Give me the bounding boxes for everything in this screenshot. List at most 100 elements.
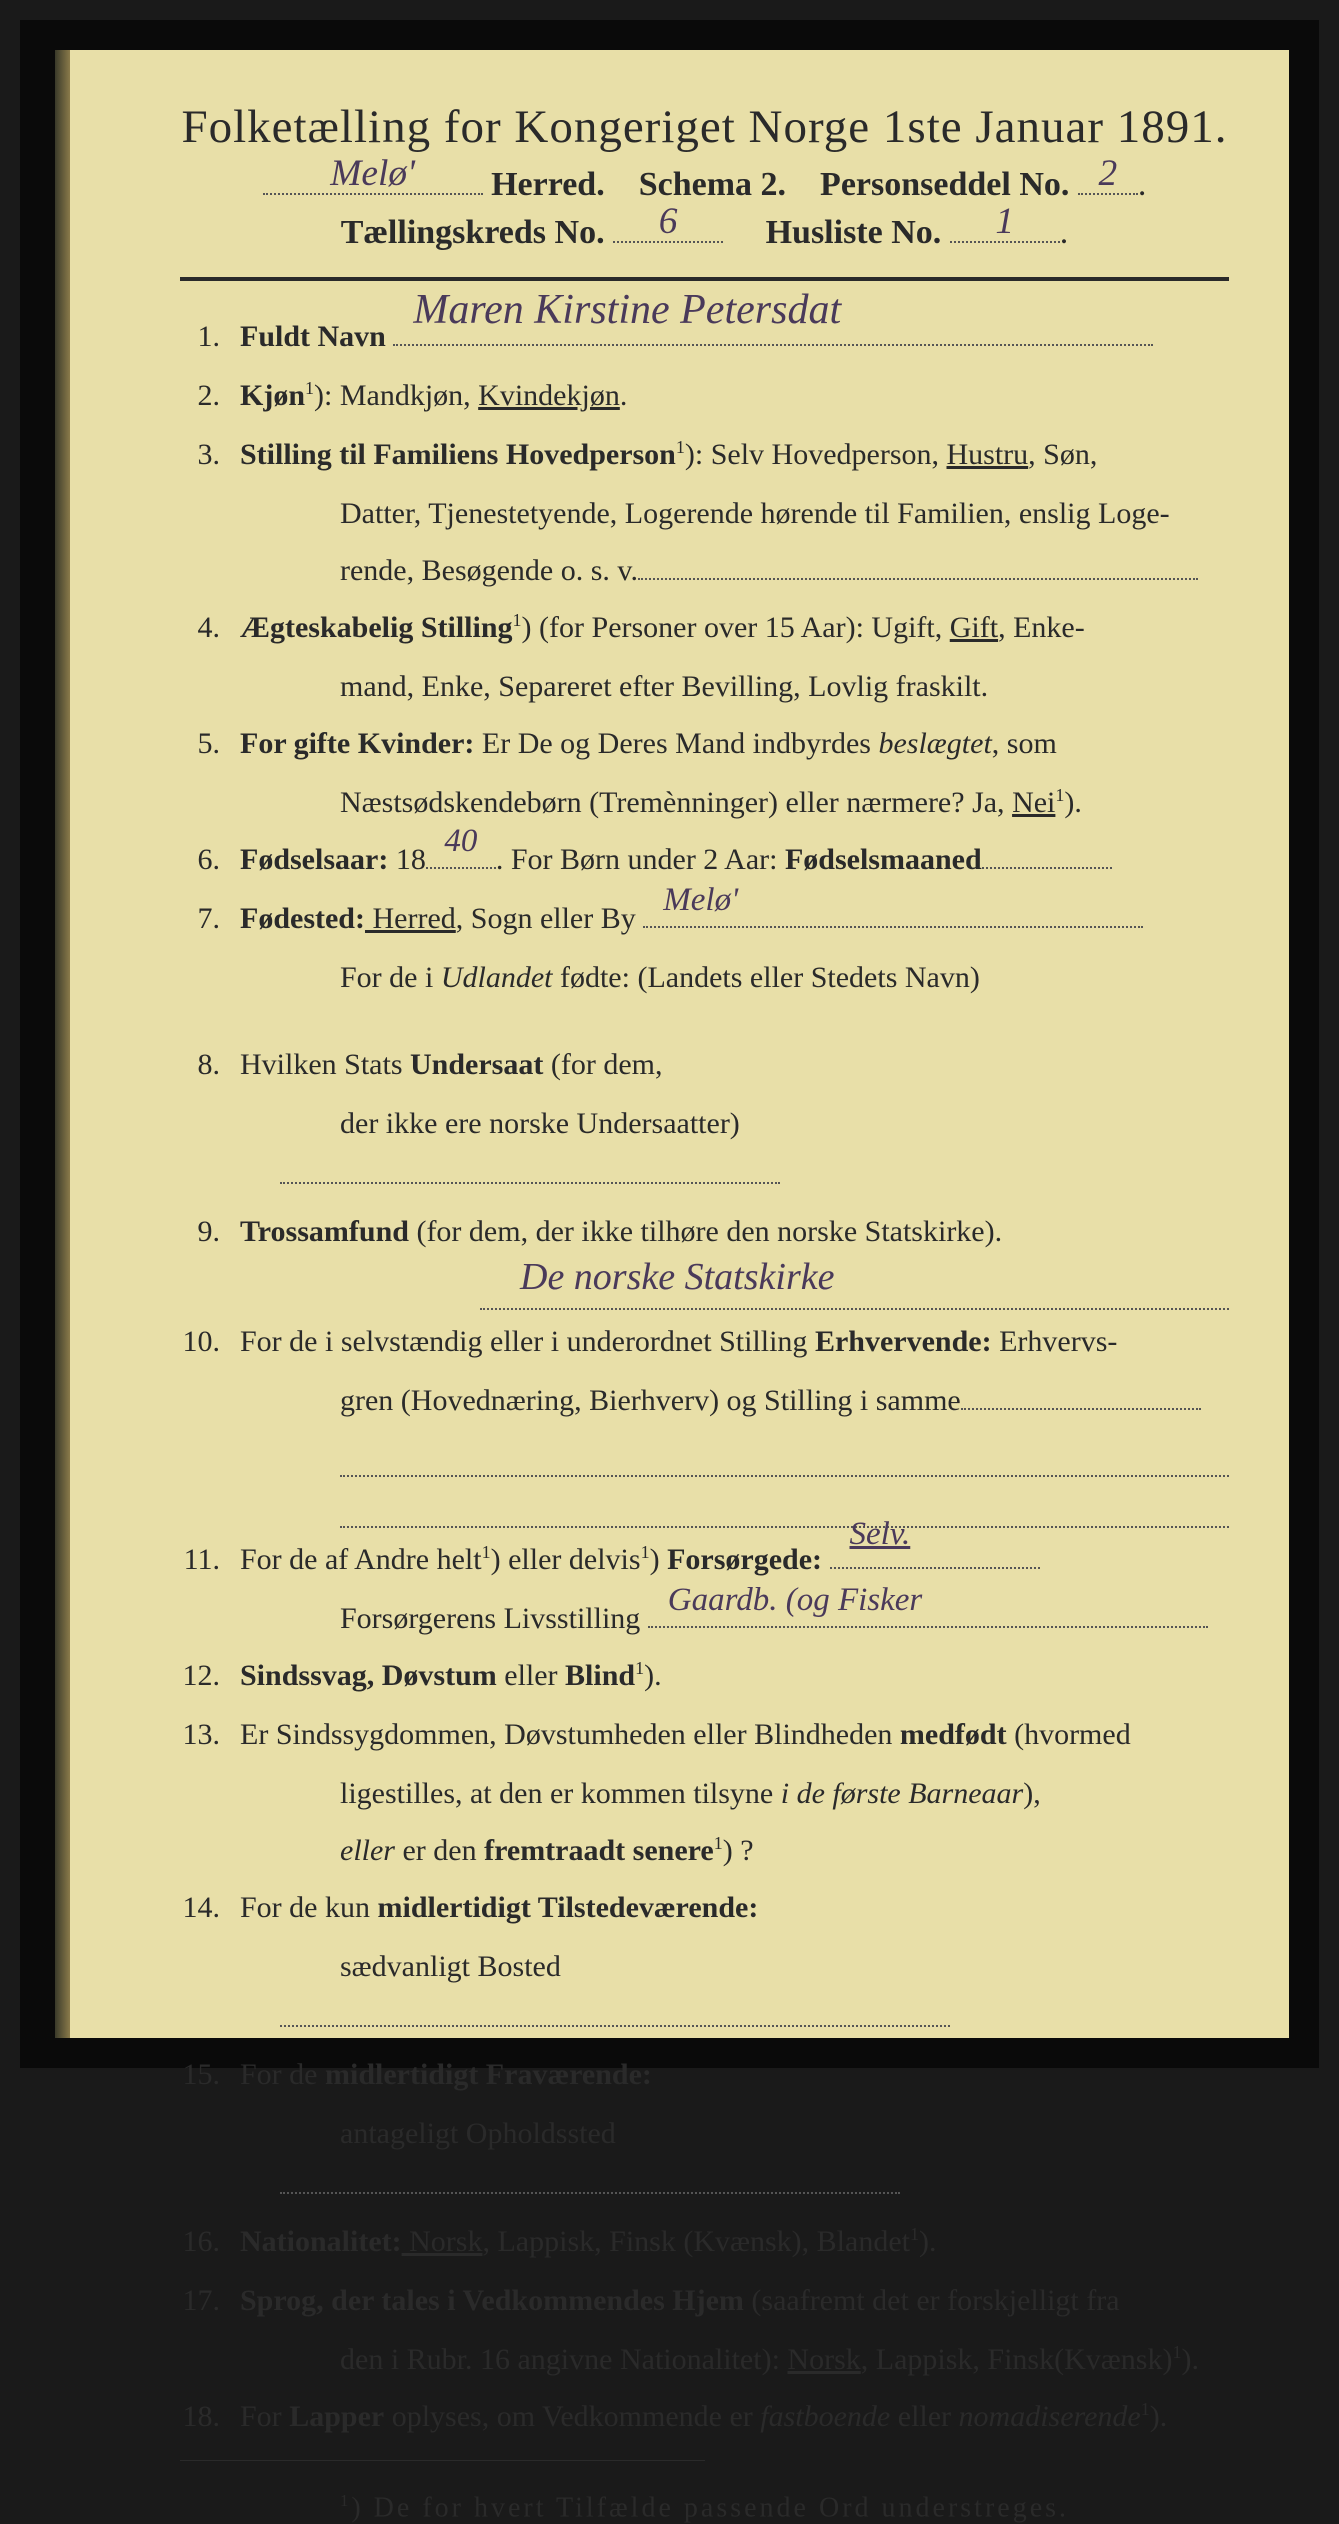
item-7: 7. Fødested: Herred, Sogn eller By Melø' [180, 893, 1229, 944]
item-9-text: (for dem, der ikke tilhøre den norske St… [409, 1215, 1002, 1248]
header-line-2: Melø' Herred. Schema 2. Personseddel No.… [180, 166, 1229, 204]
item-9-bold: Trossamfund [240, 1215, 409, 1248]
item-11-cont: Forsørgerens Livsstilling Gaardb. (og Fi… [180, 1593, 1229, 1644]
item-7-cont: For de i Udlandet fødte: (Landets eller … [180, 952, 1229, 1003]
herred-label: Herred. [491, 166, 605, 203]
item-4-cont: mand, Enke, Separeret efter Bevilling, L… [180, 661, 1229, 712]
item-18-text-c: eller [890, 2400, 958, 2433]
kreds-handwritten: 6 [659, 200, 678, 243]
item-17-bold: Sprog, der tales i Vedkommendes Hjem [240, 2284, 744, 2317]
item-8-cont: der ikke ere norske Undersaatter) [180, 1098, 1229, 1200]
item-num: 15. [180, 2049, 240, 2100]
item-18-text-a: For [240, 2400, 289, 2433]
item-10-cont1: gren (Hovednæring, Bierhverv) og Stillin… [180, 1375, 1229, 1426]
item-num: 18. [180, 2391, 240, 2442]
birthplace-handwritten: Melø' [663, 872, 738, 928]
item-10-text-a: For de i selvstændig eller i underordnet… [240, 1325, 815, 1358]
item-2-label: Kjøn [240, 379, 305, 412]
item-7-bold: Fødested: [240, 902, 365, 935]
item-15-cont: antageligt Opholdssted [180, 2108, 1229, 2210]
item-5-ital: beslægtet [878, 727, 991, 760]
form-items: 1. Fuldt Navn Maren Kirstine Petersdat 2… [180, 311, 1229, 2442]
item-17-cont: den i Rubr. 16 angivne Nationalitet): No… [180, 2334, 1229, 2385]
item-4-text-c: , Enke- [998, 611, 1085, 644]
item-3: 3. Stilling til Familiens Hovedperson1):… [180, 429, 1229, 480]
item-6-bold: Fødselsaar: [240, 843, 388, 876]
item-16-text: , Lappisk, Finsk (Kvænsk), Blandet [482, 2225, 910, 2258]
item-18-text-b: oplyses, om Vedkommende er [384, 2400, 760, 2433]
item-num: 16. [180, 2216, 240, 2267]
item-2-text-c: . [620, 379, 628, 412]
personseddel-label: Personseddel No. [820, 166, 1069, 203]
item-1: 1. Fuldt Navn Maren Kirstine Petersdat [180, 311, 1229, 362]
item-16-text-c: ). [919, 2225, 937, 2258]
kreds-label: Tællingskreds No. [341, 214, 605, 251]
item-14-bold: midlertidigt Tilstedeværende: [378, 1891, 759, 1924]
item-num: 7. [180, 893, 240, 944]
item-18-bold: Lapper [289, 2400, 384, 2433]
item-num: 17. [180, 2275, 240, 2326]
item-16-bold: Nationalitet: [240, 2225, 402, 2258]
item-3-cont2: rende, Besøgende o. s. v. [180, 545, 1229, 596]
item-num: 6. [180, 834, 240, 885]
item-3-bold: Stilling til Familiens Hovedperson [240, 438, 676, 471]
item-15-text-a: For de [240, 2058, 325, 2091]
item-12-text-d: ). [644, 1659, 662, 1692]
item-13-text-b: (hvormed [1007, 1718, 1131, 1751]
item-16-underlined: Norsk [402, 2225, 483, 2258]
item-18-text-d: ). [1150, 2400, 1168, 2433]
item-4: 4. Ægteskabelig Stilling1) (for Personer… [180, 602, 1229, 653]
footnote-text: ) De for hvert Tilfælde passende Ord und… [351, 2492, 1069, 2523]
item-15: 15. For de midlertidigt Fraværende: [180, 2049, 1229, 2100]
item-12-text: eller [497, 1659, 565, 1692]
item-5: 5. For gifte Kvinder: Er De og Deres Man… [180, 718, 1229, 769]
header-line-3: Tællingskreds No. 6 Husliste No. 1 . [180, 214, 1229, 252]
item-11-text-a: For de af Andre helt [240, 1543, 482, 1576]
item-12-bold-a: Sindssvag, Døvstum [240, 1659, 497, 1692]
item-18-ital1: fastboende [760, 2400, 890, 2433]
livsstilling-handwritten: Gaardb. (og Fisker [668, 1572, 923, 1628]
item-num: 8. [180, 1039, 240, 1090]
item-num: 13. [180, 1709, 240, 1760]
footnote: 1) De for hvert Tilfælde passende Ord un… [180, 2491, 1229, 2524]
name-handwritten: Maren Kirstine Petersdat [413, 275, 841, 346]
item-13-text-a: Er Sindssygdommen, Døvstumheden eller Bl… [240, 1718, 900, 1751]
schema-label: Schema 2. [639, 166, 786, 203]
item-3-underlined: Hustru [947, 438, 1029, 471]
sup: 1 [305, 378, 314, 398]
item-7-underlined: Herred [365, 902, 456, 935]
item-10-cont2 [180, 1432, 1229, 1477]
item-8: 8. Hvilken Stats Undersaat (for dem, [180, 1039, 1229, 1090]
item-num: 1. [180, 311, 240, 362]
item-16: 16. Nationalitet: Norsk, Lappisk, Finsk … [180, 2216, 1229, 2267]
forsorgede-handwritten: Selv. [850, 1506, 911, 1562]
item-2: 2. Kjøn1): Mandkjøn, Kvindekjøn. [180, 370, 1229, 421]
item-10-text-c: Erhvervs- [992, 1325, 1118, 1358]
item-num: 9. [180, 1206, 240, 1257]
item-4-text: ) (for Personer over 15 Aar): Ugift, [522, 611, 950, 644]
item-18: 18. For Lapper oplyses, om Vedkommende e… [180, 2391, 1229, 2442]
item-4-bold: Ægteskabelig Stilling [240, 611, 513, 644]
item-3-text-c: , Søn, [1028, 438, 1097, 471]
item-5-bold: For gifte Kvinder: [240, 727, 474, 760]
item-4-underlined: Gift [950, 611, 998, 644]
census-form-page: Folketælling for Kongeriget Norge 1ste J… [20, 20, 1319, 2068]
item-3-cont1: Datter, Tjenestetyende, Logerende hørend… [180, 488, 1229, 539]
item-14-cont: sædvanligt Bosted [180, 1941, 1229, 2043]
trossamfund-handwritten: De norske Statskirke [520, 1245, 834, 1310]
footnote-rule [180, 2460, 705, 2461]
item-num: 12. [180, 1650, 240, 1701]
item-num: 11. [180, 1534, 240, 1585]
item-num: 10. [180, 1316, 240, 1367]
item-8-bold: Undersaat [410, 1048, 543, 1081]
item-6-bold-c: Fødselsmaaned [785, 843, 982, 876]
item-11-text-b: ) eller delvis [491, 1543, 641, 1576]
item-10: 10. For de i selvstændig eller i underor… [180, 1316, 1229, 1367]
item-13: 13. Er Sindssygdommen, Døvstumheden elle… [180, 1709, 1229, 1760]
item-5-text-c: , som [992, 727, 1057, 760]
item-15-bold: midlertidigt Fraværende: [325, 2058, 652, 2091]
item-6-text-b: . For Børn under 2 Aar: [496, 843, 785, 876]
item-12-bold-c: Blind [565, 1659, 635, 1692]
item-17: 17. Sprog, der tales i Vedkommendes Hjem… [180, 2275, 1229, 2326]
item-2-underlined: Kvindekjøn [478, 379, 620, 412]
